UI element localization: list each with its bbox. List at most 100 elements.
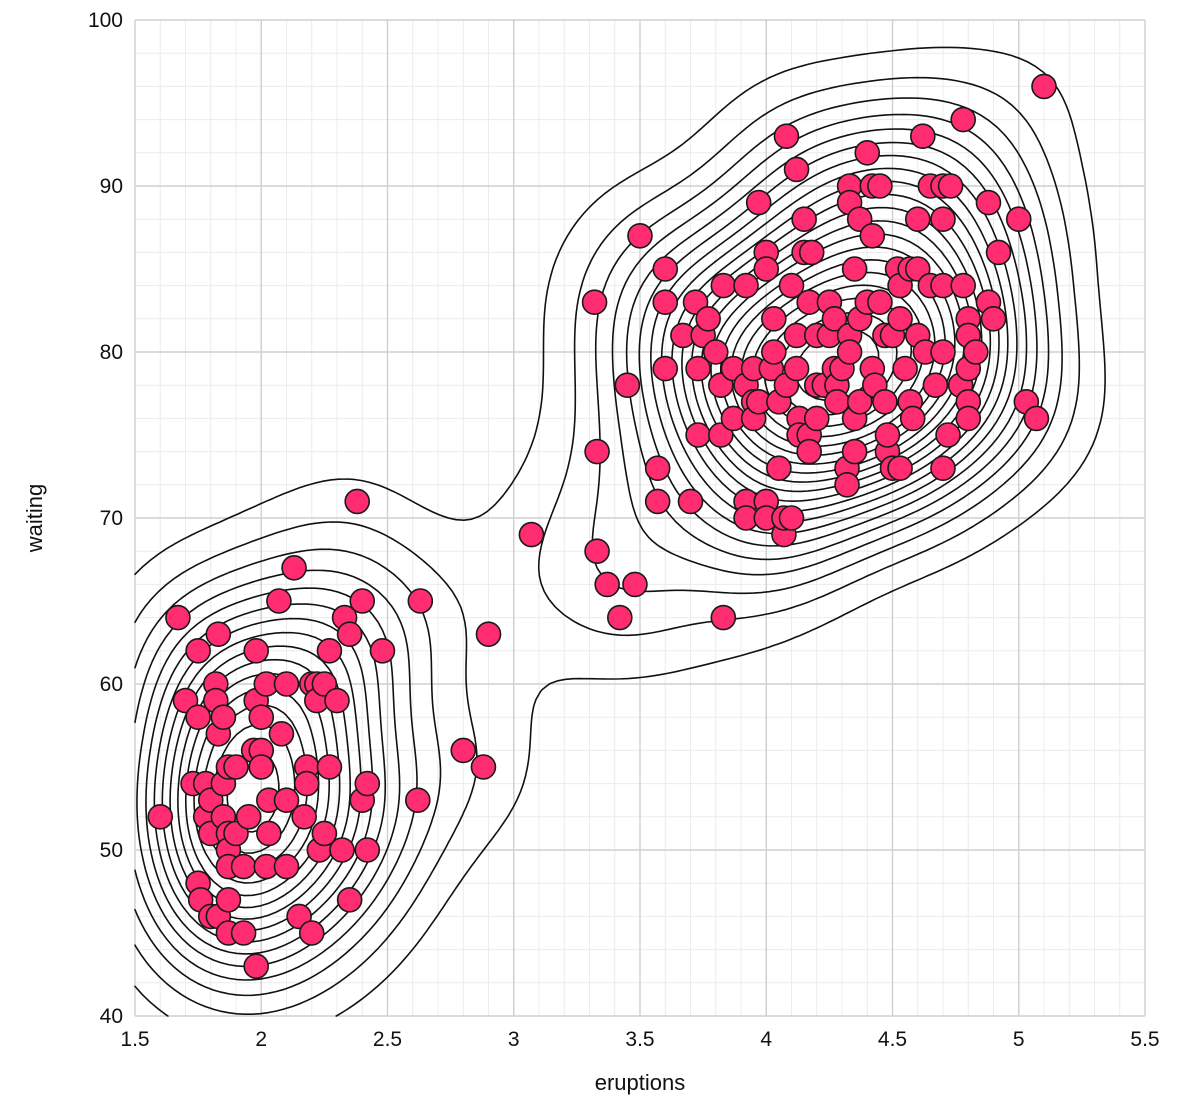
data-point <box>734 274 758 298</box>
data-point <box>257 821 281 845</box>
data-point <box>936 423 960 447</box>
data-point <box>1007 207 1031 231</box>
x-tick-label: 2 <box>255 1028 267 1051</box>
data-point <box>232 921 256 945</box>
data-point <box>868 290 892 314</box>
data-point <box>338 888 362 912</box>
data-point <box>583 290 607 314</box>
x-tick-label: 5 <box>1013 1028 1025 1051</box>
data-point <box>762 340 786 364</box>
data-point <box>982 307 1006 331</box>
data-point <box>595 572 619 596</box>
y-tick-label: 90 <box>100 175 123 198</box>
x-tick-label: 4 <box>760 1028 772 1051</box>
data-point <box>237 805 261 829</box>
data-point <box>186 639 210 663</box>
data-point <box>835 473 859 497</box>
x-tick-label: 3.5 <box>625 1028 654 1051</box>
y-tick-label: 100 <box>88 9 123 32</box>
y-axis-title: waiting <box>22 484 47 553</box>
y-tick-label: 40 <box>100 1005 123 1028</box>
data-point <box>747 191 771 215</box>
y-tick-label: 60 <box>100 673 123 696</box>
data-point <box>911 124 935 148</box>
data-point <box>805 406 829 430</box>
y-tick-label: 50 <box>100 839 123 862</box>
data-point <box>317 639 341 663</box>
data-point <box>244 639 268 663</box>
data-point <box>653 257 677 281</box>
data-point <box>355 838 379 862</box>
data-point <box>244 954 268 978</box>
data-point <box>923 373 947 397</box>
data-point <box>653 290 677 314</box>
data-point <box>906 207 930 231</box>
data-point <box>345 489 369 513</box>
data-point <box>646 456 670 480</box>
data-point <box>686 423 710 447</box>
data-point <box>679 489 703 513</box>
x-tick-label: 4.5 <box>878 1028 907 1051</box>
data-point <box>785 157 809 181</box>
data-point <box>232 855 256 879</box>
data-point <box>477 622 501 646</box>
data-point <box>792 207 816 231</box>
data-point <box>893 357 917 381</box>
data-point <box>888 456 912 480</box>
data-point <box>797 440 821 464</box>
data-point <box>956 406 980 430</box>
data-point <box>711 606 735 630</box>
data-point <box>843 440 867 464</box>
data-point <box>987 240 1011 264</box>
data-point <box>325 689 349 713</box>
x-tick-label: 1.5 <box>120 1028 149 1051</box>
data-point <box>931 456 955 480</box>
data-point <box>370 639 394 663</box>
data-point <box>628 224 652 248</box>
data-point <box>774 124 798 148</box>
data-point <box>249 755 273 779</box>
data-point <box>939 174 963 198</box>
data-point <box>282 556 306 580</box>
data-point <box>711 274 735 298</box>
data-point <box>350 589 374 613</box>
data-point <box>471 755 495 779</box>
data-point <box>275 855 299 879</box>
data-point <box>585 539 609 563</box>
data-point <box>408 589 432 613</box>
data-point <box>855 141 879 165</box>
data-point <box>843 257 867 281</box>
data-point <box>608 606 632 630</box>
data-point <box>295 772 319 796</box>
data-point <box>951 108 975 132</box>
data-point <box>355 772 379 796</box>
data-point <box>762 307 786 331</box>
data-point <box>623 572 647 596</box>
y-tick-label: 70 <box>100 507 123 530</box>
data-point <box>211 705 235 729</box>
data-point <box>275 672 299 696</box>
data-point <box>754 257 778 281</box>
data-point <box>269 722 293 746</box>
data-point <box>767 456 791 480</box>
data-point <box>931 207 955 231</box>
data-point <box>868 174 892 198</box>
data-point <box>875 423 899 447</box>
x-tick-label: 2.5 <box>373 1028 402 1051</box>
data-point <box>964 340 988 364</box>
data-point <box>860 224 884 248</box>
data-point <box>267 589 291 613</box>
data-point <box>780 506 804 530</box>
data-point <box>206 622 230 646</box>
data-point <box>300 921 324 945</box>
data-point <box>519 523 543 547</box>
data-point <box>585 440 609 464</box>
data-point <box>976 191 1000 215</box>
y-tick-label: 80 <box>100 341 123 364</box>
data-point <box>653 357 677 381</box>
data-point <box>951 274 975 298</box>
data-point <box>451 738 475 762</box>
x-axis-title: eruptions <box>595 1070 686 1095</box>
x-tick-label: 3 <box>508 1028 520 1051</box>
